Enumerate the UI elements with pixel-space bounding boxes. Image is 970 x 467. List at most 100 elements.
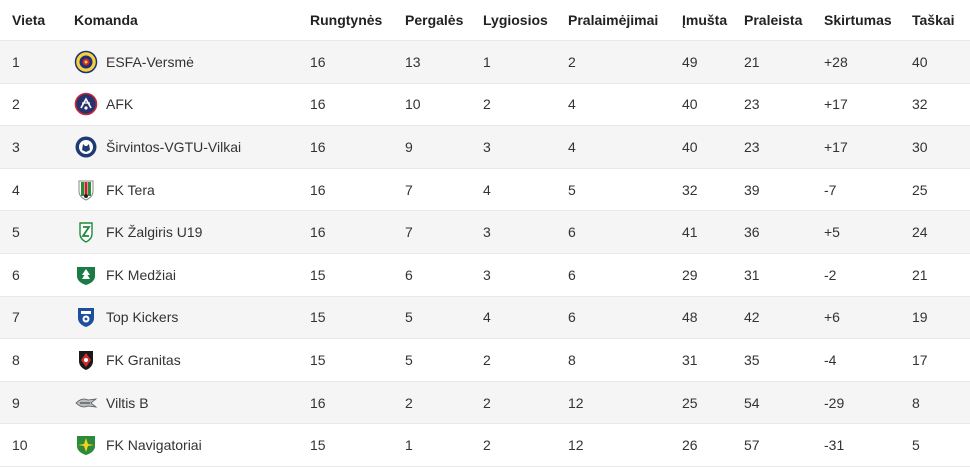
team-name[interactable]: FK Granitas [106,351,181,368]
table-row: 9 Viltis B 16 2 2 12 25 54 -29 8 [0,381,970,424]
fk-medziai-logo-icon [74,263,98,287]
header-goals-against[interactable]: Praleista [732,0,812,41]
team-name[interactable]: Širvintos-VGTU-Vilkai [106,138,242,155]
cell-lost: 5 [556,168,670,211]
cell-goals-for: 40 [670,83,732,126]
cell-lost: 4 [556,125,670,169]
cell-played: 16 [298,168,393,211]
cell-won: 6 [393,253,471,297]
cell-played: 16 [298,125,393,169]
table-row: 5 FK Žalgiris U19 16 7 3 6 41 36 +5 24 [0,210,970,254]
cell-goals-against: 21 [732,40,812,84]
cell-won: 10 [393,83,471,126]
cell-lost: 8 [556,338,670,382]
cell-points: 5 [900,423,970,467]
header-won[interactable]: Pergalės [393,0,471,41]
cell-goal-diff: +5 [812,210,900,254]
esfa-versme-logo-icon [74,50,98,74]
cell-position: 5 [0,210,62,254]
cell-goals-against: 39 [732,168,812,211]
cell-team[interactable]: FK Tera [62,168,298,211]
fk-zalgiris-logo-icon [74,220,98,244]
cell-played: 16 [298,381,393,424]
cell-drawn: 2 [471,423,556,467]
team-name[interactable]: Viltis B [106,394,149,411]
cell-position: 7 [0,296,62,339]
cell-team[interactable]: ESFA-Versmė [62,40,298,84]
cell-played: 15 [298,423,393,467]
cell-played: 15 [298,253,393,297]
cell-won: 5 [393,338,471,382]
cell-goals-against: 23 [732,83,812,126]
cell-goals-against: 42 [732,296,812,339]
cell-lost: 4 [556,83,670,126]
header-drawn[interactable]: Lygiosios [471,0,556,41]
cell-team[interactable]: Viltis B [62,381,298,424]
cell-position: 2 [0,83,62,126]
cell-drawn: 2 [471,381,556,424]
cell-goals-against: 36 [732,210,812,254]
cell-goal-diff: +6 [812,296,900,339]
cell-team[interactable]: Širvintos-VGTU-Vilkai [62,125,298,169]
cell-won: 7 [393,210,471,254]
cell-goal-diff: -31 [812,423,900,467]
cell-lost: 2 [556,40,670,84]
cell-points: 19 [900,296,970,339]
cell-team[interactable]: FK Navigatoriai [62,423,298,467]
table-row: 8 FK Granitas 15 5 2 8 31 35 -4 17 [0,338,970,382]
cell-goals-against: 23 [732,125,812,169]
cell-team[interactable]: FK Žalgiris U19 [62,210,298,254]
cell-lost: 6 [556,253,670,297]
cell-lost: 6 [556,210,670,254]
cell-goals-for: 25 [670,381,732,424]
team-name[interactable]: ESFA-Versmė [106,53,194,70]
cell-goals-for: 29 [670,253,732,297]
cell-goals-for: 32 [670,168,732,211]
viltis-b-logo-icon [74,391,98,415]
table-row: 4 FK Tera 16 7 4 5 32 39 -7 25 [0,168,970,211]
table-row: 3 Širvintos-VGTU-Vilkai 16 9 3 4 40 23 +… [0,125,970,169]
cell-points: 25 [900,168,970,211]
cell-points: 40 [900,40,970,84]
cell-drawn: 3 [471,125,556,169]
cell-goals-against: 57 [732,423,812,467]
fk-granitas-logo-icon [74,348,98,372]
cell-played: 16 [298,210,393,254]
cell-goals-for: 26 [670,423,732,467]
cell-goals-for: 49 [670,40,732,84]
cell-team[interactable]: Top Kickers [62,296,298,339]
table-row: 6 FK Medžiai 15 6 3 6 29 31 -2 21 [0,253,970,297]
cell-goals-against: 54 [732,381,812,424]
team-name[interactable]: FK Žalgiris U19 [106,224,203,241]
cell-lost: 6 [556,296,670,339]
cell-won: 1 [393,423,471,467]
header-played[interactable]: Rungtynės [298,0,393,41]
header-team[interactable]: Komanda [62,0,298,41]
cell-team[interactable]: AFK [62,83,298,126]
cell-team[interactable]: FK Granitas [62,338,298,382]
table-row: 7 Top Kickers 15 5 4 6 48 42 +6 19 [0,296,970,339]
header-goals-for[interactable]: Įmušta [670,0,732,41]
cell-drawn: 3 [471,253,556,297]
team-name[interactable]: FK Medžiai [106,266,177,283]
cell-drawn: 2 [471,83,556,126]
top-kickers-logo-icon [74,305,98,329]
team-name[interactable]: Top Kickers [106,309,179,326]
header-position[interactable]: Vieta [0,0,62,41]
cell-won: 2 [393,381,471,424]
team-name[interactable]: FK Tera [106,181,155,198]
cell-goals-against: 31 [732,253,812,297]
cell-position: 8 [0,338,62,382]
header-goal-diff[interactable]: Skirtumas [812,0,900,41]
table-row: 10 FK Navigatoriai 15 1 2 12 26 57 -31 5 [0,423,970,467]
team-name[interactable]: FK Navigatoriai [106,437,202,454]
cell-team[interactable]: FK Medžiai [62,253,298,297]
team-name[interactable]: AFK [106,96,134,113]
cell-drawn: 3 [471,210,556,254]
header-points[interactable]: Taškai [900,0,970,41]
cell-points: 8 [900,381,970,424]
cell-goal-diff: -4 [812,338,900,382]
cell-drawn: 4 [471,168,556,211]
header-lost[interactable]: Pralaimėjimai [556,0,670,41]
